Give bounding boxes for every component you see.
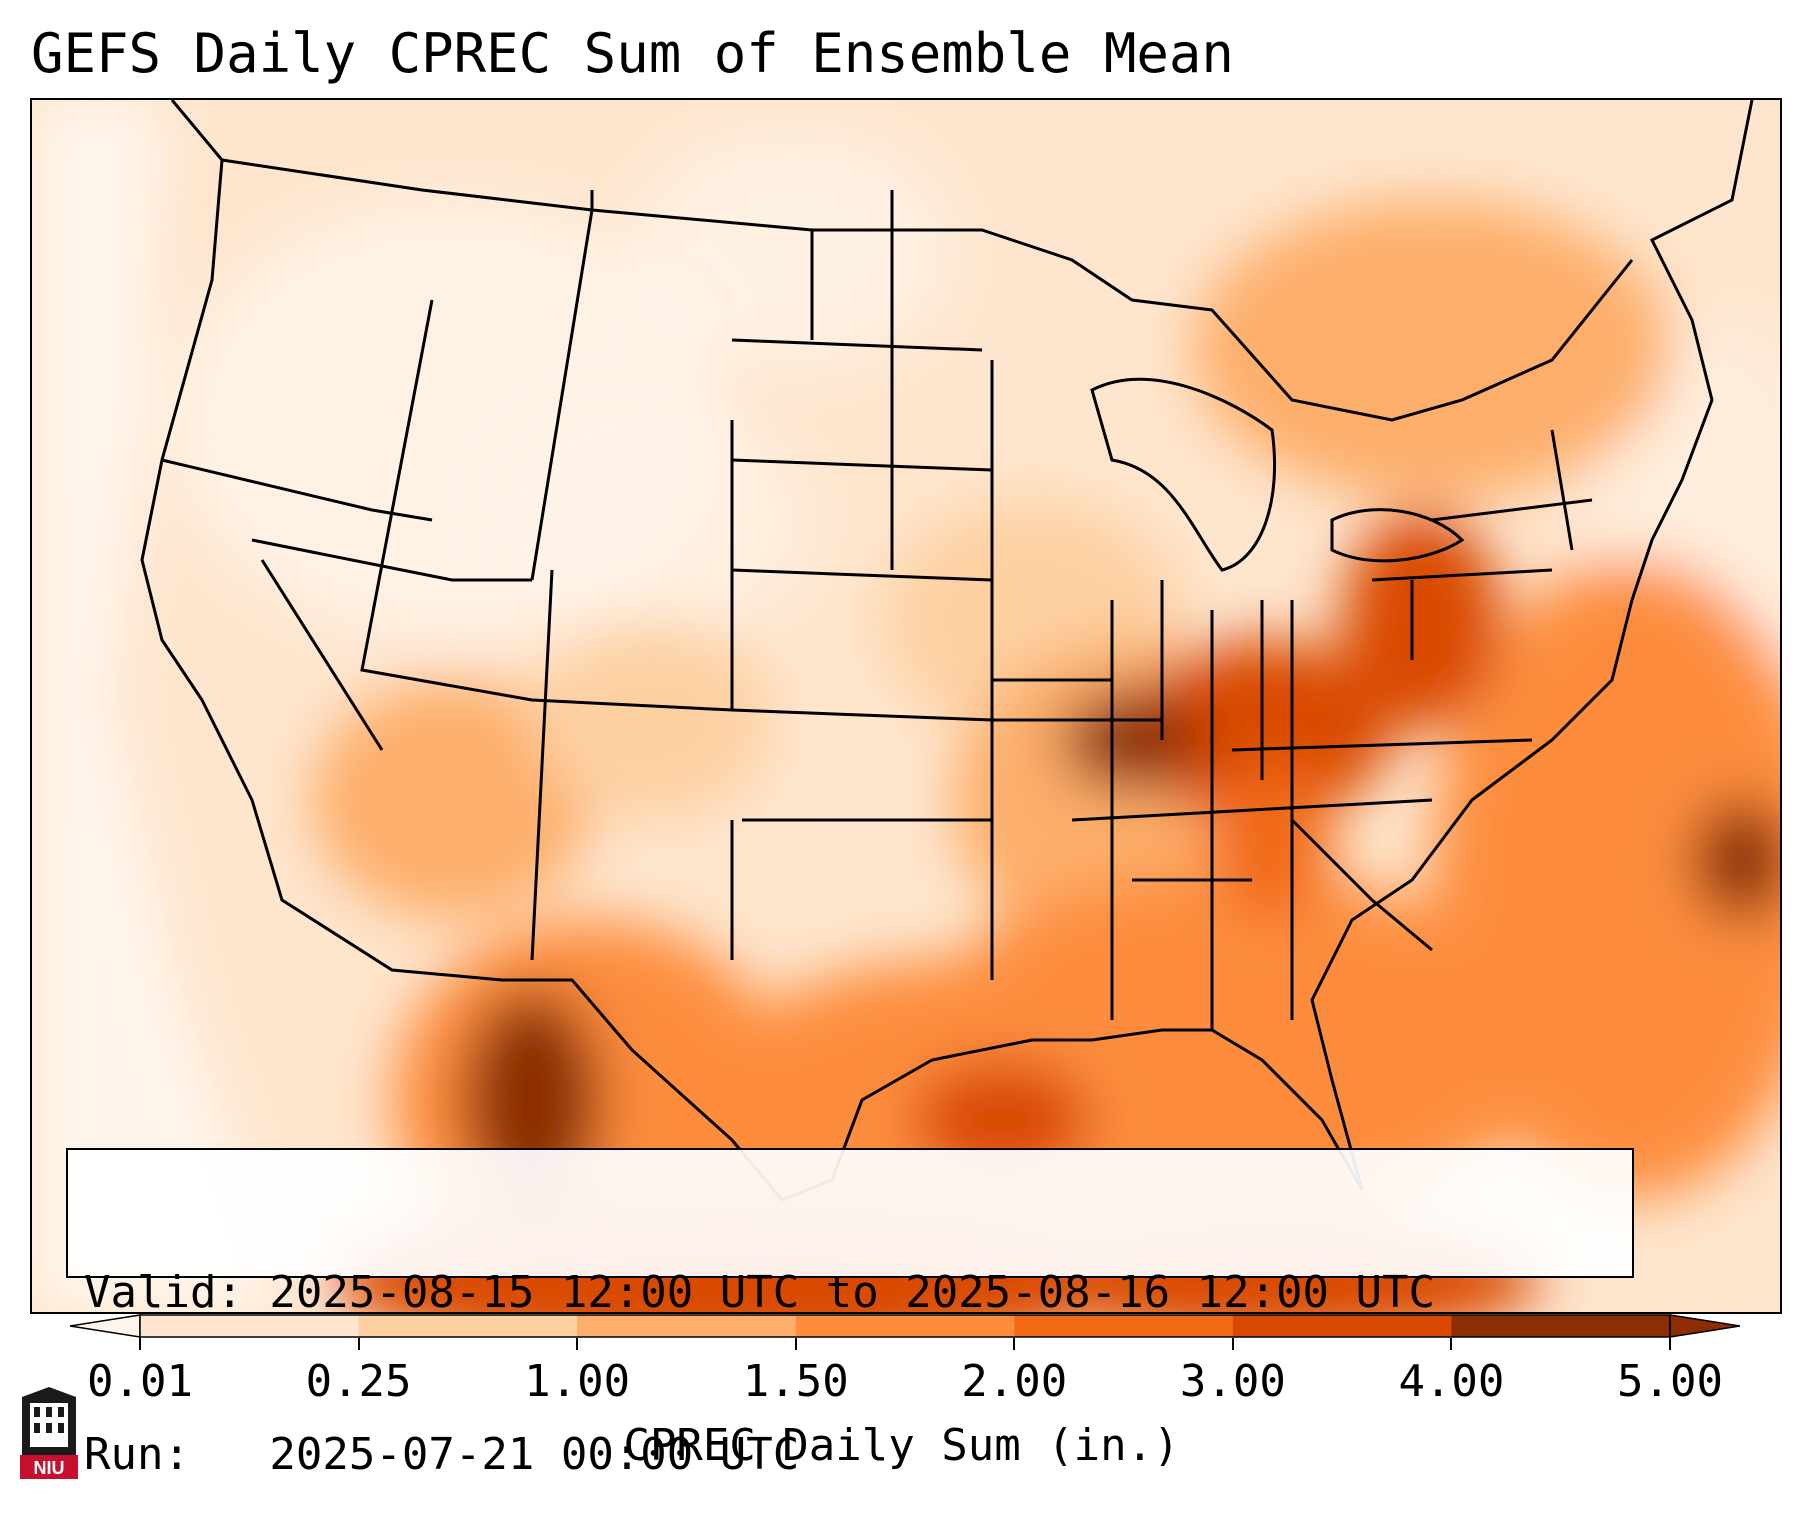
colorbar-tick-mark: [576, 1338, 579, 1350]
run-time-text: Run: 2025-07-21 00:00 UTC: [84, 1429, 800, 1480]
map-boundaries: [140, 100, 1754, 1202]
info-box: Valid: 2025-08-15 12:00 UTC to 2025-08-1…: [66, 1148, 1634, 1480]
colorbar-segment: [1232, 1315, 1452, 1337]
colorbar-tick-label: 1.00: [524, 1356, 631, 1407]
colorbar-segment: [140, 1315, 360, 1337]
colorbar-tick-mark: [1231, 1338, 1234, 1350]
colorbar-segment: [1014, 1315, 1234, 1337]
colorbar-tick-label: 0.25: [305, 1356, 412, 1407]
colorbar-tick-label: 5.00: [1617, 1356, 1723, 1407]
colorbar-border: [139, 1314, 1671, 1338]
colorbar-segment: [577, 1315, 797, 1337]
colorbar-arrow-low: [70, 1314, 141, 1338]
colorbar-tick-mark: [357, 1338, 360, 1350]
colorbar-tick-mark: [794, 1338, 797, 1350]
colorbar-graphic: [70, 1314, 1740, 1338]
colorbar-tick-label: 1.50: [742, 1356, 849, 1407]
colorbar-segment: [1451, 1315, 1671, 1337]
page-title: GEFS Daily CPREC Sum of Ensemble Mean: [31, 22, 1234, 85]
colorbar-tick-label: 0.01: [87, 1356, 193, 1407]
colorbar-tick-label: 4.00: [1398, 1356, 1505, 1407]
precipitation-map: [30, 98, 1782, 1314]
colorbar-arrow-high: [1669, 1314, 1740, 1338]
colorbar-tick-mark: [139, 1338, 141, 1350]
colorbar-segment: [358, 1315, 578, 1337]
colorbar-tick-label: 2.00: [961, 1356, 1068, 1407]
map-canvas: [32, 100, 1780, 1312]
logo-text: NIU: [34, 1458, 65, 1478]
university-tower-icon: NIU: [20, 1387, 78, 1479]
colorbar-tick-mark: [1013, 1338, 1016, 1350]
colorbar-tick-mark: [1669, 1338, 1671, 1350]
colorbar-segment: [795, 1315, 1015, 1337]
colorbar-tick-mark: [1450, 1338, 1453, 1350]
colorbar-tick-label: 3.00: [1179, 1356, 1286, 1407]
valid-time-text: Valid: 2025-08-15 12:00 UTC to 2025-08-1…: [84, 1267, 1436, 1318]
colorbar-label: CPREC Daily Sum (in.): [623, 1420, 1180, 1471]
colorbar: [70, 1314, 1740, 1338]
